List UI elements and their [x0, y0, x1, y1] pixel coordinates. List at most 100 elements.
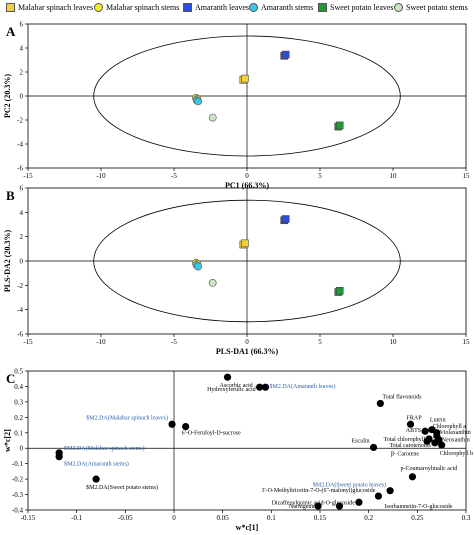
panel-c-point-label: Total chlorophyll: [384, 437, 426, 443]
legend-label: Amaranth leaves: [195, 3, 249, 12]
panel-c-y-tick-label: 0.1: [14, 429, 23, 437]
panel-a-x-tick-label: -10: [96, 172, 106, 180]
legend-label: Amaranth stems: [261, 3, 314, 12]
panel-b-hotelling-ellipse: [93, 199, 401, 323]
panel-c-y-tick-label: 0.4: [14, 383, 23, 391]
panel-c-point-label: Dicaffeoylquinic acid-O-glucoside: [272, 499, 356, 506]
panel-c-x-tick-label: -0.1: [71, 514, 83, 522]
panel-b-y-tick-label: -2: [17, 282, 23, 290]
panel-b-point-malabar-spinach-leaves: [241, 239, 249, 248]
panel-c-loading-point: [335, 502, 344, 510]
panel-c-plot-frame: [27, 370, 467, 511]
panel-c-point-label: Naringenin: [289, 504, 316, 510]
panel-c-point-label: Violaxanthin: [440, 430, 471, 436]
legend: Malabar spinach leaves Malabar spinach s…: [0, 0, 474, 18]
panel-a-point-malabar-spinach-leaves: [241, 74, 249, 83]
panel-c-x-tick-label: -0.15: [21, 514, 36, 522]
panel-c-point-label: $M2.DA(Amaranth leaves): [269, 383, 335, 390]
panel-c-loading-point: [376, 399, 384, 408]
panel-b-point-amaranth-stems: [194, 262, 202, 271]
panel-c-loading-point: [314, 502, 322, 510]
panel-b-x-axis-title: PLS-DA1 (66.3%): [216, 347, 279, 356]
legend-item-amaranth-leaves: Amaranth leaves: [183, 3, 249, 12]
panel-c-loading-point: [92, 475, 100, 483]
panel-c-loading-point: [386, 487, 394, 495]
panel-c-y-tick-label: 0.3: [14, 398, 23, 406]
legend-label: Malabar spinach stems: [106, 3, 180, 12]
panel-c-point-label: Total flavonoids: [382, 393, 422, 400]
panel-b-x-tick-label: 0: [245, 338, 249, 346]
panel-a-hotelling-ellipse: [93, 35, 401, 157]
panel-c-x-tick-label: 0.05: [217, 514, 230, 522]
panel-c-loading-point: [256, 383, 264, 391]
panel-a-y-tick-label: 0: [20, 93, 24, 101]
legend-circle-marker: [394, 3, 403, 12]
panel-c-loading-point: [355, 498, 363, 506]
panel-a-point-sweet-potato-leaves: [335, 121, 344, 130]
panel-c-loading-point: [408, 473, 417, 481]
panel-c-point-label: $M2.DA(Amaranth stems): [64, 461, 129, 468]
panel-c-point-label: Neoxanthin: [442, 438, 470, 444]
panel-c-y-tick-label: -0.1: [12, 460, 24, 468]
panel-c-point-label: $M2.DA(Malabar spinach stems): [64, 445, 144, 452]
panel-a-y-tick-label: -2: [17, 117, 23, 125]
panel-a-x-tick-label: -15: [23, 172, 33, 180]
panel-a-y-tick-label: 2: [20, 69, 24, 77]
panel-b-x-tick-label: 10: [390, 338, 398, 346]
panel-c-point-label: Ascorbic acid: [220, 383, 253, 389]
panel-c-point-label: 3'-O-Methyltricetin-7-O-(6''-malonyl)glu…: [262, 487, 376, 494]
legend-item-malabar-spinach-leaves: Malabar spinach leaves: [6, 3, 93, 12]
panel-a-y-tick-label: -6: [17, 165, 23, 173]
panel-b-point-sweet-potato-leaves: [335, 287, 344, 295]
panel-b-y-tick-label: 2: [20, 233, 24, 241]
panel-c-point-label: $M2.DA(Sweet potato stems): [86, 484, 158, 491]
panel-c-point-label: Lutein: [430, 418, 446, 424]
panel-c-x-tick-label: -0.05: [118, 514, 133, 522]
panel-c-x-axis-title: w*c[1]: [236, 523, 259, 532]
legend-label: Sweet potato leaves: [330, 3, 394, 12]
panel-c-loading-point: [423, 437, 431, 445]
panel-c-point-label: Esculin: [352, 438, 370, 444]
panel-c-point-label: Total carotenoids: [389, 443, 431, 449]
panel-a-x-tick-label: 10: [390, 172, 398, 180]
panel-c-y-tick-label: 0.2: [14, 414, 23, 422]
panel-a-y-tick-label: -4: [17, 141, 23, 149]
panel-a-letter: A: [6, 24, 16, 39]
panel-c-x-tick-label: 0.25: [411, 514, 424, 522]
panel-c-point-label: β- Carotene: [391, 451, 420, 457]
panel-c-x-tick-label: 0.2: [364, 514, 373, 522]
panel-a-x-tick-label: 5: [318, 172, 322, 180]
panel-c-loading-point: [374, 492, 382, 500]
panel-b-letter: B: [6, 188, 15, 203]
panel-b-y-tick-label: -4: [17, 306, 23, 314]
panel-c-x-tick-label: 0.15: [314, 514, 327, 522]
legend-item-sweet-potato-stems: Sweet potato stems: [394, 3, 468, 12]
panel-c-point-label: $M2.DA(Malabar spinach leaves): [86, 414, 168, 421]
panel-a-y-tick-label: 6: [20, 21, 24, 29]
panel-a-x-tick-label: -5: [171, 172, 177, 180]
panel-a-y-axis-title: PC2 (20.3%): [3, 74, 12, 118]
panel-b-point-sweet-potato-stems: [208, 278, 217, 287]
panel-b-x-tick-label: -5: [171, 338, 177, 346]
panel-c-loading-point: [55, 453, 63, 461]
legend-item-malabar-spinach-stems: Malabar spinach stems: [94, 3, 179, 12]
panel-b-y-tick-label: -6: [17, 331, 23, 339]
panel-c-y-tick-label: -0.2: [12, 476, 24, 484]
panel-c-point-label: Hydroxyferulic acid: [207, 386, 255, 393]
panel-c-point-label: Chlorophyll a: [433, 424, 467, 430]
panel-b-y-axis-title: PLS-DA2 (20.3%): [3, 230, 12, 293]
panel-c-point-label: Chlorophyll b: [440, 451, 474, 457]
panel-c-y-axis-title: w*c[2]: [3, 429, 12, 452]
panel-c-loading-point: [431, 439, 439, 447]
panel-b-x-tick-label: 5: [318, 338, 322, 346]
legend-square-marker: [6, 3, 15, 12]
panel-c-y-tick-label: -0.4: [12, 507, 24, 515]
panel-a-point-amaranth-stems: [194, 97, 202, 106]
legend-circle-marker: [94, 3, 103, 12]
legend-label: Malabar spinach leaves: [18, 3, 94, 12]
panel-c-loading-point: [168, 420, 176, 428]
panel-a-x-tick-label: 15: [463, 172, 471, 180]
panel-c-y-tick-label: 0.5: [14, 368, 23, 376]
panel-b-y-tick-label: 4: [20, 209, 24, 217]
panel-a-point-amaranth-leaves: [281, 50, 290, 59]
